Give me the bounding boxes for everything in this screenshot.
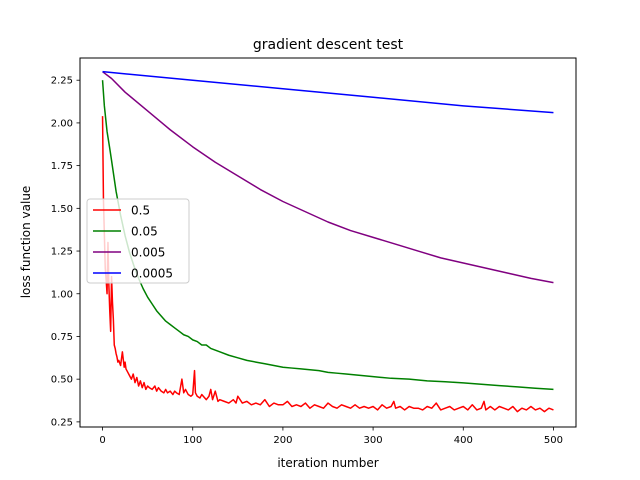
y-tick-label: 1.00 [51, 289, 73, 300]
x-tick-label: 100 [183, 435, 202, 446]
plot-frame [79, 57, 577, 428]
legend-box [86, 198, 190, 284]
y-tick-label: 1.75 [51, 161, 73, 172]
tick-layer: 0 100 200 300 400 500 0.25 0.50 0.75 1.00 1.25 1.50… [51, 76, 563, 446]
x-tick-label: 200 [273, 435, 292, 446]
x-axis-label: iteration number [277, 456, 378, 470]
x-tick-label: 500 [544, 435, 563, 446]
y-tick-label: 1.25 [51, 247, 73, 258]
series-line-0 [101, 116, 554, 413]
x-tick-label: 300 [364, 435, 383, 446]
x-tick-label: 400 [454, 435, 473, 446]
legend-label-1: 0.05 [131, 225, 158, 239]
y-tick-label: 1.50 [51, 204, 73, 215]
y-tick-label: 0.50 [51, 375, 73, 386]
legend-label-2: 0.005 [131, 246, 165, 260]
legend: 0.5 0.05 0.005 0.0005 [86, 198, 190, 284]
y-tick-label: 0.75 [51, 332, 73, 343]
y-tick-label: 2.00 [51, 118, 73, 129]
x-tick-label: 0 [99, 435, 105, 446]
y-tick-label: 0.25 [51, 417, 73, 428]
chart-title: gradient descent test [253, 37, 404, 53]
y-axis-label: loss function value [19, 186, 33, 299]
legend-label-0: 0.5 [131, 204, 150, 218]
series-line-2 [102, 71, 554, 284]
y-tick-label: 2.25 [51, 76, 73, 87]
legend-label-3: 0.0005 [131, 267, 173, 281]
series-line-3 [102, 70, 554, 114]
